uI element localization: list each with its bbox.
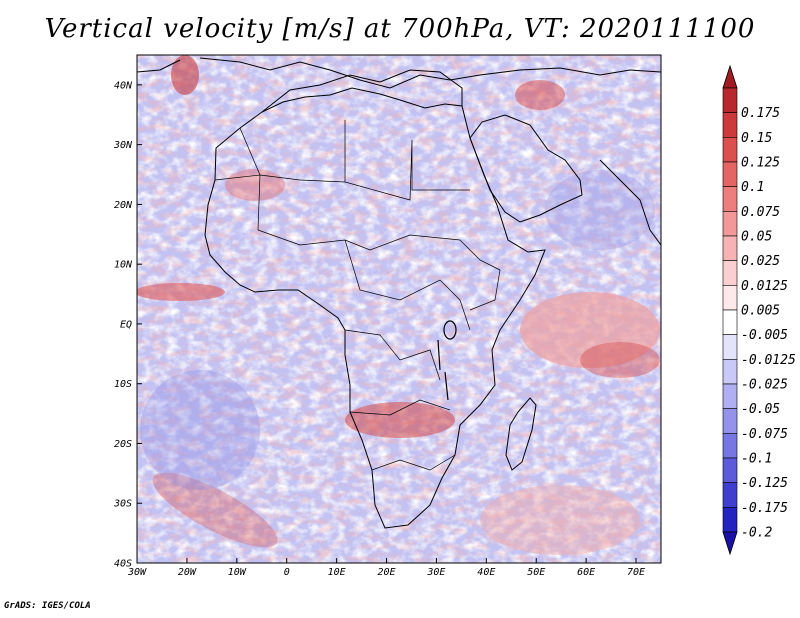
lat-tick-label: 30N xyxy=(113,140,133,151)
lon-tick-label: 10W xyxy=(228,567,247,578)
colorbar-swatch xyxy=(722,260,738,286)
colorbar-label: 0.0125 xyxy=(741,279,788,294)
india-coastline xyxy=(599,159,661,246)
colorbar-swatch xyxy=(722,408,738,434)
lat-tick-label: 10S xyxy=(114,379,132,390)
lon-tick-label: 60E xyxy=(577,567,595,578)
updraft-indian-ocean xyxy=(520,292,660,368)
border-southern-africa xyxy=(349,399,456,471)
updraft-south-atlantic xyxy=(152,472,278,548)
longitude-axis: 30W 20W 10W 0 10E 20E 30E 40E 50E 60E 70E xyxy=(127,558,645,578)
colorbar-swatch xyxy=(722,161,738,187)
border-sahel xyxy=(257,229,461,251)
colorbar-label: 0.005 xyxy=(741,304,780,319)
colorbar-swatch xyxy=(722,186,738,212)
lon-tick-label: 20W xyxy=(178,567,197,578)
updraft-mozambique-channel-south xyxy=(480,485,640,555)
colorbar-swatch xyxy=(722,211,738,237)
colorbar-label: -0.0125 xyxy=(741,353,796,368)
colorbar-swatch xyxy=(722,285,738,311)
lat-tick-label: 30S xyxy=(113,499,132,510)
arabian-peninsula-coastline xyxy=(469,114,583,223)
colorbar-label: -0.075 xyxy=(741,427,788,442)
colorbar-swatch xyxy=(722,507,738,533)
colorbar-label: 0.1 xyxy=(741,180,764,195)
colorbar-swatch xyxy=(722,309,738,335)
lon-tick-label: 20E xyxy=(377,567,395,578)
subsidence-arabian-sea xyxy=(545,170,655,250)
lat-tick-label: EQ xyxy=(120,319,132,330)
colorbar-label: 0.125 xyxy=(741,156,780,171)
velocity-field xyxy=(137,55,661,563)
colorbar-swatch xyxy=(722,137,738,163)
updraft-core-indian-ocean xyxy=(580,342,660,378)
border-central-africa xyxy=(344,239,471,331)
mediterranean-outline xyxy=(261,69,463,113)
subsidence-south-atlantic xyxy=(140,370,260,490)
colorbar-swatch xyxy=(722,87,738,113)
lakes-tanganyika-malawi xyxy=(437,339,449,401)
colorbar-swatch xyxy=(722,334,738,360)
colorbar-label: -0.005 xyxy=(741,328,788,343)
madagascar-coastline xyxy=(505,397,537,471)
updraft-middle-east xyxy=(515,80,565,110)
lat-tick-label: 40S xyxy=(114,559,132,570)
updraft-itcz-atlantic xyxy=(137,283,225,301)
border-congo xyxy=(344,329,441,381)
colorbar-lower-triangle xyxy=(722,531,738,556)
colorbar-label: 0.05 xyxy=(741,230,772,245)
colorbar-label: -0.175 xyxy=(741,501,788,516)
border-east-africa xyxy=(459,239,501,311)
updraft-north-atlantic xyxy=(171,55,199,95)
lon-tick-label: 30E xyxy=(426,567,445,578)
updraft-west-sahara xyxy=(225,169,285,201)
country-borders xyxy=(214,120,501,471)
lake-victoria xyxy=(443,320,457,340)
border-libya-egypt xyxy=(344,120,470,201)
colorbar-label: -0.1 xyxy=(741,452,772,467)
colorbar-label: -0.025 xyxy=(741,378,788,393)
plot-frame xyxy=(136,54,662,564)
lat-tick-label: 40N xyxy=(114,80,133,91)
africa-coastline xyxy=(204,87,546,529)
colorbar-label: 0.025 xyxy=(741,254,780,269)
colorbar-label: -0.05 xyxy=(741,402,780,417)
updraft-southern-africa xyxy=(345,402,455,438)
lat-tick-label: 20S xyxy=(114,439,132,450)
colorbar-swatch xyxy=(722,433,738,459)
lon-tick-label: 50E xyxy=(527,567,545,578)
colorbar-label: -0.125 xyxy=(741,476,788,491)
europe-coastline xyxy=(137,57,661,89)
latitude-axis: 40N 30N 20N 10N EQ 10S 20S 30S 40S xyxy=(113,80,142,570)
great-lakes xyxy=(437,320,457,401)
colorbar-label: -0.2 xyxy=(741,526,772,541)
colorbar-label: 0.15 xyxy=(741,131,772,146)
colorbar-swatch xyxy=(722,457,738,483)
colorbar-swatch xyxy=(722,359,738,385)
map-title: Vertical velocity [m/s] at 700hPa, VT: 2… xyxy=(44,14,756,44)
lat-tick-label: 10N xyxy=(114,260,133,271)
lon-tick-label: 30W xyxy=(127,567,147,578)
colorbar: 0.175 0.15 0.125 0.1 0.075 0.05 0.025 0.0125 0.0… xyxy=(722,64,796,556)
colorbar-label: 0.175 xyxy=(741,106,780,121)
colorbar-label: 0.075 xyxy=(741,205,780,220)
lon-tick-label: 40E xyxy=(477,567,495,578)
colorbar-swatch xyxy=(722,383,738,409)
colorbar-swatch xyxy=(722,112,738,138)
colorbar-swatch xyxy=(722,482,738,508)
grads-credit: GrADS: IGES/COLA xyxy=(4,601,91,611)
lon-tick-label: 10E xyxy=(328,567,346,578)
colorbar-upper-triangle xyxy=(722,64,738,89)
border-sahara-west xyxy=(214,127,346,231)
lat-tick-label: 20N xyxy=(114,200,133,211)
colorbar-swatch xyxy=(722,235,738,261)
lon-tick-label: 0 xyxy=(284,567,290,578)
lon-tick-label: 70E xyxy=(627,567,645,578)
coastlines xyxy=(137,57,661,529)
